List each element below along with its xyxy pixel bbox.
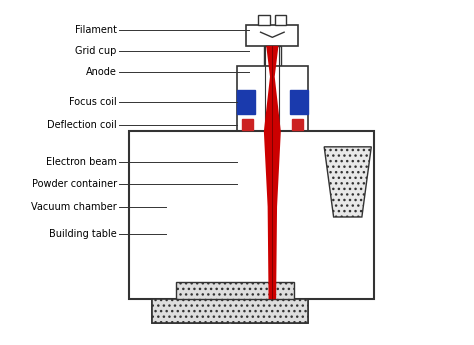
Bar [292,119,303,130]
Bar [246,25,298,46]
Bar [232,299,308,323]
Bar [237,66,308,131]
Bar [237,90,255,114]
Bar [258,15,270,25]
Text: Powder container: Powder container [32,179,117,189]
Bar [275,15,286,25]
Text: Building table: Building table [49,229,117,239]
Text: Vacuum chamber: Vacuum chamber [31,202,117,212]
Text: Electron beam: Electron beam [46,157,117,167]
PathPatch shape [264,46,281,299]
Bar [264,46,281,66]
Text: Filament: Filament [75,26,117,36]
Bar [152,299,308,323]
Text: Grid cup: Grid cup [75,46,117,56]
Bar [152,299,228,323]
Bar [290,90,308,114]
Polygon shape [324,147,371,217]
Text: Focus coil: Focus coil [69,97,117,107]
Bar [242,119,253,130]
Bar [128,131,374,299]
Bar [176,282,293,299]
Text: Deflection coil: Deflection coil [47,120,117,130]
Text: Anode: Anode [86,67,117,77]
